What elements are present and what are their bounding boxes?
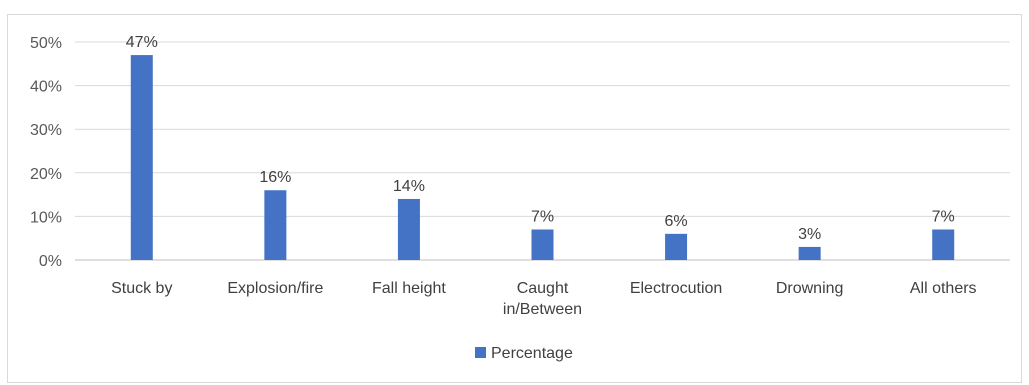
data-label: 16%: [259, 169, 291, 186]
data-label: 7%: [531, 208, 554, 225]
x-tick-label: Explosion/fire: [227, 280, 323, 297]
data-label: 14%: [393, 178, 425, 195]
x-tick-label: Electrocution: [630, 280, 723, 297]
chart-area: [7, 14, 1022, 383]
y-tick-label: 0%: [39, 253, 62, 270]
bar: [397, 198, 420, 260]
y-tick-label: 30%: [30, 122, 62, 139]
x-tick-label: All others: [910, 280, 977, 297]
x-tick-label: Drowning: [776, 280, 844, 297]
legend-label: Percentage: [491, 345, 573, 362]
data-label: 7%: [932, 208, 955, 225]
legend-swatch: [475, 347, 486, 358]
bar: [531, 229, 554, 260]
bar: [264, 190, 287, 260]
y-tick-label: 40%: [30, 79, 62, 96]
data-label: 3%: [798, 226, 821, 243]
bar: [932, 229, 955, 260]
data-label: 6%: [665, 213, 688, 230]
data-label: 47%: [126, 34, 158, 51]
bar: [130, 55, 153, 260]
y-tick-label: 10%: [30, 209, 62, 226]
y-tick-label: 50%: [30, 35, 62, 52]
bar: [665, 233, 688, 260]
x-tick-label: Fall height: [372, 280, 446, 297]
bar: [798, 246, 821, 260]
x-tick-label: Caught in/Between: [503, 280, 582, 318]
x-tick-label: Stuck by: [111, 280, 172, 297]
y-tick-label: 20%: [30, 166, 62, 183]
